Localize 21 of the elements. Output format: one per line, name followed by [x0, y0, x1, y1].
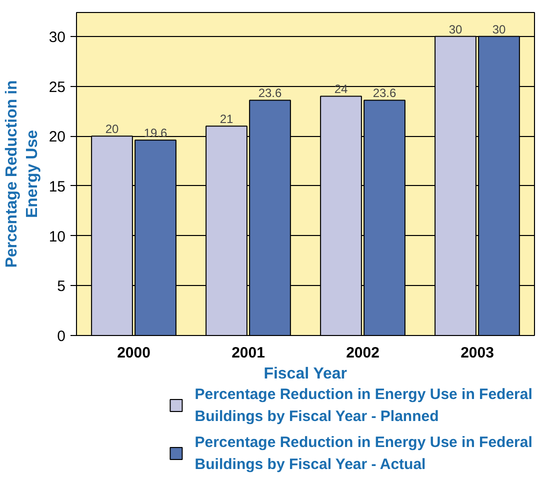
- data-label: 30: [492, 22, 506, 36]
- x-tick-label: 2003: [460, 344, 494, 362]
- y-axis-title: Percentage Reduction in Energy Use: [3, 80, 41, 268]
- y-tick-label: 5: [57, 278, 66, 296]
- y-tick-label: 20: [48, 128, 66, 146]
- data-label: 20: [105, 122, 119, 136]
- y-tick-label: 15: [48, 178, 66, 196]
- legend-label: Percentage Reduction in Energy Use in Federal Buildings by Fiscal Year - Planned: [194, 386, 532, 426]
- data-label: 30: [448, 22, 462, 36]
- legend-label: Percentage Reduction in Energy Use in Federal Buildings by Fiscal Year - Actual: [194, 434, 532, 474]
- data-label: 23.6: [258, 86, 282, 100]
- y-tick-label: 10: [48, 228, 66, 246]
- x-axis-title: Fiscal Year: [264, 366, 348, 382]
- y-tick-label: 0: [57, 328, 66, 345]
- data-label: 23.6: [372, 86, 397, 100]
- x-tick-label: 2000: [117, 344, 150, 362]
- x-tick-label: 2001: [232, 344, 265, 362]
- data-label: 21: [220, 112, 234, 126]
- y-tick-label: 30: [48, 28, 66, 46]
- x-tick-label: 2002: [346, 344, 380, 362]
- y-tick-label: 25: [48, 78, 66, 96]
